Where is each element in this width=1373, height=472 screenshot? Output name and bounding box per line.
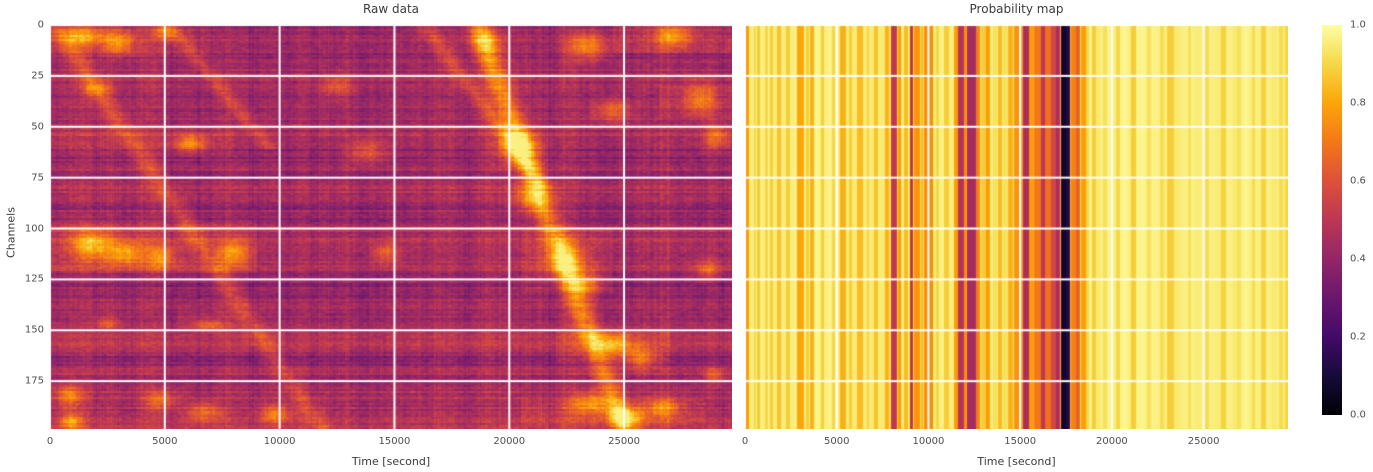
raw-x-tick-label: 20000 <box>493 436 526 447</box>
colorbar-tick-label: 0.2 <box>1350 331 1366 343</box>
raw-y-tick-label: 75 <box>31 172 44 184</box>
colorbar-tick-label: 1.0 <box>1350 19 1366 31</box>
raw-data-heatmap <box>50 24 732 429</box>
colorbar-tick-label: 0.0 <box>1350 409 1366 421</box>
raw-y-tick-label: 100 <box>24 223 44 235</box>
prob-x-tick-label: 5000 <box>823 436 850 447</box>
raw-y-tick-label: 150 <box>24 324 44 336</box>
raw-data-title: Raw data <box>362 2 420 16</box>
prob-x-tick-label: 25000 <box>1187 436 1220 447</box>
colorbar-tick-label: 0.4 <box>1350 253 1366 265</box>
raw-y-tick-label: 50 <box>31 121 44 133</box>
raw-x-tick-label: 10000 <box>263 436 296 447</box>
probability-map-heatmap <box>745 24 1288 429</box>
prob-x-tick-label: 10000 <box>912 436 945 447</box>
probability-map-title: Probability map <box>969 2 1064 16</box>
raw-y-tick-label: 175 <box>24 375 44 387</box>
prob-x-tick-label: 0 <box>741 436 749 447</box>
raw-y-tick-label: 0 <box>37 19 44 31</box>
raw-y-tick-label: 125 <box>24 273 44 285</box>
prob-x-tick-label: 20000 <box>1095 436 1128 447</box>
colorbar-tick-label: 0.6 <box>1350 175 1366 187</box>
raw-x-tick-label: 25000 <box>608 436 640 447</box>
raw-y-tick-label: 25 <box>31 70 44 82</box>
colorbar <box>1322 25 1342 415</box>
prob-x-tick-label: 15000 <box>1004 436 1037 447</box>
raw-x-tick-label: 0 <box>46 436 54 447</box>
raw-data-x-axis-label: Time [second] <box>351 455 431 468</box>
raw-x-tick-label: 15000 <box>378 436 411 447</box>
raw-x-tick-label: 5000 <box>152 436 178 447</box>
colorbar-tick-label: 0.8 <box>1350 97 1366 109</box>
probability-map-x-axis-label: Time [second] <box>977 455 1056 468</box>
